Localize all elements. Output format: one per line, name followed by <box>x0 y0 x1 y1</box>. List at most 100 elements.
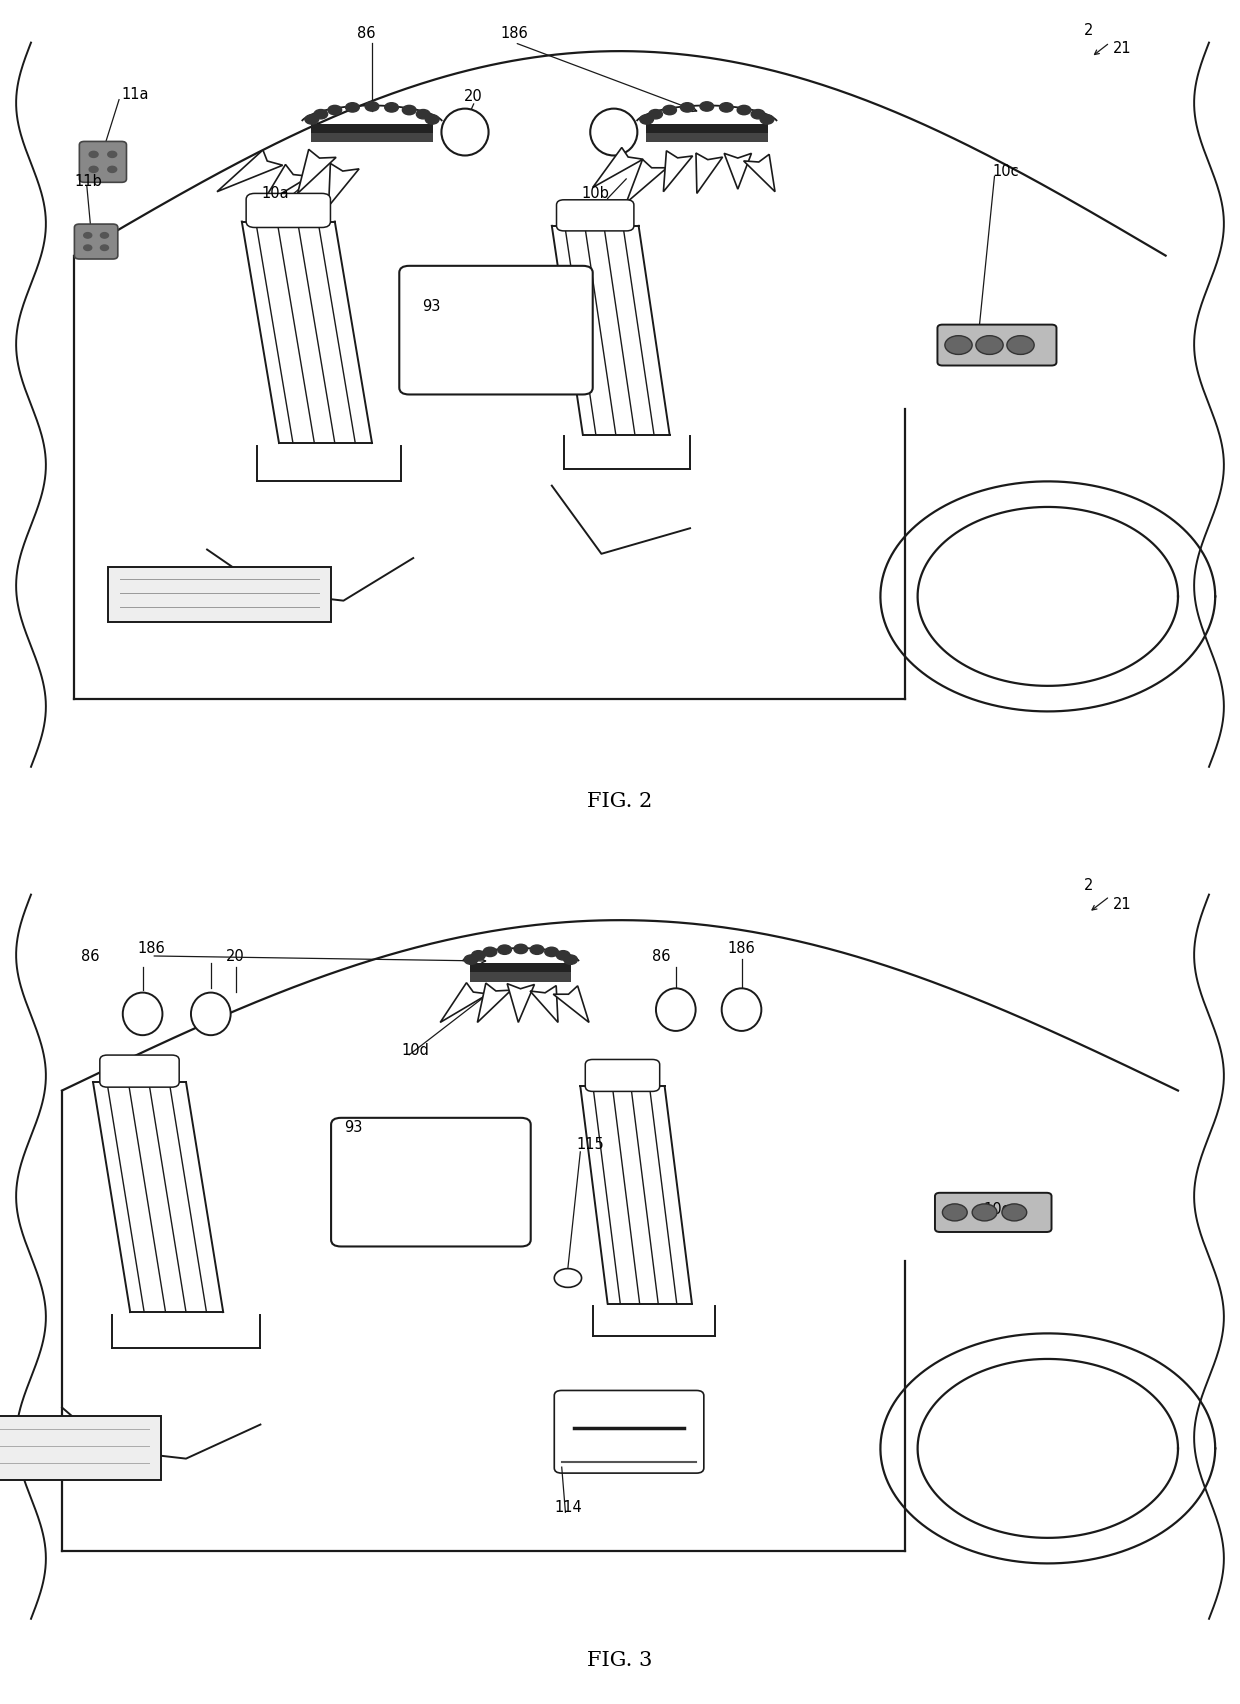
FancyBboxPatch shape <box>470 963 572 971</box>
Circle shape <box>84 232 92 239</box>
Text: 10c: 10c <box>992 164 1018 179</box>
Circle shape <box>719 102 733 112</box>
Ellipse shape <box>722 988 761 1031</box>
Text: FIG. 2: FIG. 2 <box>588 792 652 811</box>
Text: 21: 21 <box>1112 896 1132 912</box>
Circle shape <box>557 951 570 959</box>
FancyBboxPatch shape <box>311 131 433 143</box>
Ellipse shape <box>441 109 489 155</box>
FancyBboxPatch shape <box>399 266 593 395</box>
Circle shape <box>640 114 653 124</box>
Circle shape <box>403 106 417 114</box>
Circle shape <box>513 944 528 954</box>
Text: 11a: 11a <box>122 87 149 102</box>
Text: 86: 86 <box>357 26 374 41</box>
Ellipse shape <box>191 992 231 1034</box>
Text: 86: 86 <box>652 949 670 964</box>
Text: 2: 2 <box>1084 878 1094 893</box>
FancyBboxPatch shape <box>554 1390 704 1472</box>
Polygon shape <box>593 148 644 187</box>
Text: 186: 186 <box>501 26 528 41</box>
Circle shape <box>544 947 558 956</box>
Circle shape <box>945 336 972 354</box>
Circle shape <box>649 109 662 119</box>
Circle shape <box>972 1203 997 1220</box>
Circle shape <box>942 1203 967 1220</box>
Circle shape <box>305 114 319 124</box>
Circle shape <box>346 102 360 112</box>
Circle shape <box>484 947 497 956</box>
Circle shape <box>681 102 694 112</box>
Text: 2: 2 <box>1084 24 1094 39</box>
FancyBboxPatch shape <box>470 970 572 982</box>
Polygon shape <box>440 983 489 1022</box>
Circle shape <box>108 167 117 172</box>
Circle shape <box>564 954 578 964</box>
FancyBboxPatch shape <box>74 223 118 259</box>
Text: 114: 114 <box>554 1500 582 1515</box>
Circle shape <box>976 336 1003 354</box>
Text: FIG. 3: FIG. 3 <box>588 1651 652 1670</box>
Text: 10c: 10c <box>983 1201 1009 1217</box>
Text: 186: 186 <box>138 941 165 956</box>
Circle shape <box>760 114 774 124</box>
Circle shape <box>464 954 477 964</box>
Polygon shape <box>553 987 589 1022</box>
Polygon shape <box>744 155 775 191</box>
Polygon shape <box>696 153 723 193</box>
FancyBboxPatch shape <box>246 193 330 227</box>
FancyBboxPatch shape <box>937 324 1056 366</box>
FancyBboxPatch shape <box>585 1060 660 1092</box>
Ellipse shape <box>590 109 637 155</box>
Ellipse shape <box>656 988 696 1031</box>
Circle shape <box>1007 336 1034 354</box>
Polygon shape <box>0 1416 161 1479</box>
Text: 93: 93 <box>423 298 440 314</box>
Circle shape <box>100 245 108 250</box>
Polygon shape <box>217 150 283 191</box>
FancyBboxPatch shape <box>79 141 126 182</box>
Circle shape <box>89 152 98 157</box>
FancyBboxPatch shape <box>646 124 768 133</box>
Text: 115: 115 <box>577 1137 604 1152</box>
Polygon shape <box>260 165 310 206</box>
Circle shape <box>84 245 92 250</box>
Polygon shape <box>329 164 360 206</box>
Text: 86: 86 <box>82 949 99 964</box>
FancyBboxPatch shape <box>311 124 433 133</box>
Polygon shape <box>108 566 331 622</box>
FancyBboxPatch shape <box>99 1055 179 1087</box>
Circle shape <box>531 946 544 954</box>
Polygon shape <box>477 983 511 1022</box>
Circle shape <box>425 114 439 124</box>
Circle shape <box>384 102 398 112</box>
Polygon shape <box>626 160 667 203</box>
FancyBboxPatch shape <box>646 131 768 143</box>
Text: 21: 21 <box>1112 41 1132 56</box>
FancyBboxPatch shape <box>935 1193 1052 1232</box>
Circle shape <box>327 106 341 114</box>
Circle shape <box>417 109 430 119</box>
Polygon shape <box>529 985 558 1022</box>
Circle shape <box>497 946 511 954</box>
Circle shape <box>365 102 379 111</box>
Circle shape <box>738 106 751 114</box>
Text: 10d: 10d <box>402 1043 429 1058</box>
Text: 10a: 10a <box>262 186 289 201</box>
Polygon shape <box>663 150 693 191</box>
Circle shape <box>554 1268 582 1288</box>
Circle shape <box>662 106 676 114</box>
Text: 186: 186 <box>728 941 755 956</box>
FancyBboxPatch shape <box>331 1118 531 1247</box>
Circle shape <box>751 109 765 119</box>
Circle shape <box>1002 1203 1027 1220</box>
Polygon shape <box>298 150 336 193</box>
Circle shape <box>699 102 714 111</box>
Polygon shape <box>724 153 751 189</box>
Ellipse shape <box>123 992 162 1034</box>
Circle shape <box>89 167 98 172</box>
Text: 10b: 10b <box>582 186 609 201</box>
Text: 93: 93 <box>345 1120 362 1135</box>
Polygon shape <box>507 983 534 1022</box>
Circle shape <box>108 152 117 157</box>
